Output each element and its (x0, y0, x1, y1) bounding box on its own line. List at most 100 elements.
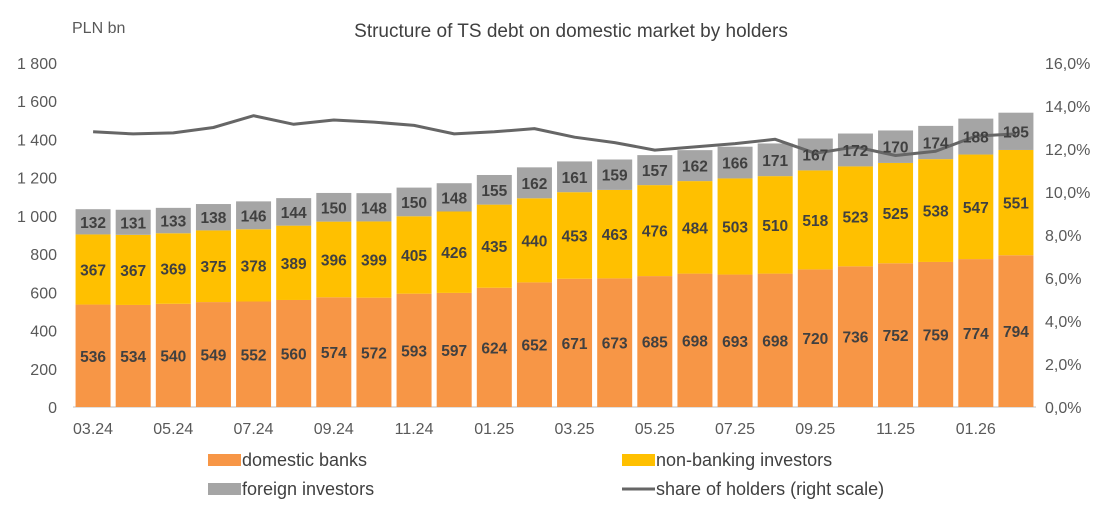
data-label-foreign-investors: 131 (120, 215, 146, 232)
data-label-foreign-investors: 167 (802, 147, 828, 164)
bar-foreign-investors (276, 198, 312, 226)
legend-swatch-foreign-investors (208, 483, 241, 495)
bar-domestic-banks (316, 297, 352, 407)
bar-non-banking-investors (195, 230, 231, 303)
x-tick-label: 03.25 (555, 421, 595, 438)
legend-swatch-non-banking-investors (622, 454, 655, 466)
bar-domestic-banks (797, 269, 833, 407)
bar-domestic-banks (757, 273, 793, 407)
data-label-domestic-banks: 652 (522, 338, 548, 355)
data-label-non-banking-investors: 453 (562, 228, 588, 245)
data-label-foreign-investors: 133 (160, 214, 186, 231)
share-line-layer (93, 114, 1016, 157)
data-label-domestic-banks: 574 (321, 345, 347, 362)
left-tick-label: 1 000 (17, 209, 57, 226)
bar-foreign-investors (236, 201, 272, 230)
bar-foreign-investors (476, 174, 512, 205)
bar-foreign-investors (597, 159, 633, 190)
legend-label-domestic-banks: domestic banks (242, 450, 367, 470)
right-axis: 0,0% 2,0% 4,0% 6,0% 8,0% 10,0% 12,0% 14,0% 16,0% (1045, 56, 1090, 417)
data-label-domestic-banks: 560 (281, 346, 307, 363)
bar-domestic-banks (396, 293, 432, 407)
data-label-non-banking-investors: 518 (802, 213, 828, 230)
data-label-non-banking-investors: 463 (602, 227, 628, 244)
bar-foreign-investors (637, 155, 673, 186)
left-tick-label: 200 (30, 362, 57, 379)
data-label-non-banking-investors: 367 (80, 262, 106, 279)
x-tick-label: 01.25 (474, 421, 514, 438)
data-label-non-banking-investors: 435 (481, 239, 507, 256)
data-label-domestic-banks: 534 (120, 349, 146, 366)
bar-non-banking-investors (476, 204, 512, 288)
bar-foreign-investors (195, 204, 231, 231)
bar-foreign-investors (677, 150, 713, 182)
data-label-foreign-investors: 157 (642, 163, 668, 180)
data-label-foreign-investors: 144 (281, 205, 307, 222)
data-label-non-banking-investors: 440 (522, 233, 548, 250)
bar-foreign-investors (557, 161, 593, 193)
legend: domestic banks non-banking investors forei… (208, 450, 884, 499)
bar-non-banking-investors (837, 166, 873, 267)
bar-non-banking-investors (75, 234, 111, 305)
right-tick-label: 14,0% (1045, 99, 1090, 116)
data-label-domestic-banks: 536 (80, 349, 106, 366)
bar-non-banking-investors (637, 185, 673, 277)
bar-non-banking-investors (677, 181, 713, 274)
data-label-foreign-investors: 162 (522, 176, 548, 193)
legend-swatch-domestic-banks (208, 454, 241, 466)
bar-non-banking-investors (155, 233, 191, 304)
right-tick-label: 4,0% (1045, 314, 1081, 331)
data-label-domestic-banks: 720 (802, 331, 828, 348)
data-label-non-banking-investors: 510 (762, 218, 788, 235)
bar-non-banking-investors (276, 225, 312, 300)
data-label-foreign-investors: 171 (762, 153, 788, 170)
data-label-non-banking-investors: 476 (642, 224, 668, 241)
bar-foreign-investors (396, 187, 432, 217)
data-label-non-banking-investors: 405 (401, 248, 427, 265)
bar-non-banking-investors (998, 149, 1034, 256)
data-label-foreign-investors: 150 (321, 200, 347, 217)
data-label-foreign-investors: 174 (923, 136, 949, 153)
bar-non-banking-investors (516, 198, 552, 283)
x-tick-label: 11.25 (876, 421, 915, 438)
y-axis-unit-label: PLN bn (72, 20, 125, 37)
bar-domestic-banks (115, 304, 151, 407)
x-tick-label: 07.25 (715, 421, 755, 438)
bar-foreign-investors (75, 209, 111, 235)
data-label-non-banking-investors: 484 (682, 220, 708, 237)
legend-label-non-banking-investors: non-banking investors (656, 450, 832, 470)
data-label-domestic-banks: 552 (241, 347, 267, 364)
bar-domestic-banks (236, 301, 272, 407)
bar-domestic-banks (918, 261, 954, 407)
right-tick-label: 6,0% (1045, 271, 1081, 288)
right-tick-label: 8,0% (1045, 228, 1081, 245)
bar-domestic-banks (837, 266, 873, 407)
data-label-domestic-banks: 698 (682, 333, 708, 350)
left-tick-label: 0 (48, 400, 57, 417)
right-tick-label: 0,0% (1045, 400, 1081, 417)
bar-domestic-banks (717, 274, 753, 407)
bar-non-banking-investors (878, 162, 914, 264)
data-label-non-banking-investors: 426 (441, 245, 467, 262)
left-tick-label: 1 200 (17, 171, 57, 188)
x-axis: 03.24 05.24 07.24 09.24 11.24 01.25 03.25 05.25… (73, 421, 996, 438)
x-tick-label: 05.24 (153, 421, 193, 438)
bar-non-banking-investors (316, 221, 352, 298)
data-label-non-banking-investors: 396 (321, 252, 347, 269)
bar-domestic-banks (516, 282, 552, 407)
x-tick-label: 01.26 (956, 421, 996, 438)
bar-domestic-banks (597, 278, 633, 407)
data-label-domestic-banks: 549 (201, 348, 227, 365)
data-label-foreign-investors: 166 (722, 156, 748, 173)
data-label-foreign-investors: 159 (602, 168, 628, 185)
right-tick-label: 16,0% (1045, 56, 1090, 73)
bar-domestic-banks (155, 303, 191, 407)
data-label-non-banking-investors: 523 (843, 209, 869, 226)
bar-domestic-banks (637, 276, 673, 407)
left-axis: 0 200 400 600 800 1 000 1 200 1 400 1 600 1 800 (17, 56, 57, 417)
data-label-foreign-investors: 188 (963, 130, 989, 147)
bar-non-banking-investors (115, 234, 151, 305)
data-label-non-banking-investors: 378 (241, 258, 267, 275)
data-label-domestic-banks: 671 (562, 336, 588, 353)
bar-foreign-investors (516, 167, 552, 199)
